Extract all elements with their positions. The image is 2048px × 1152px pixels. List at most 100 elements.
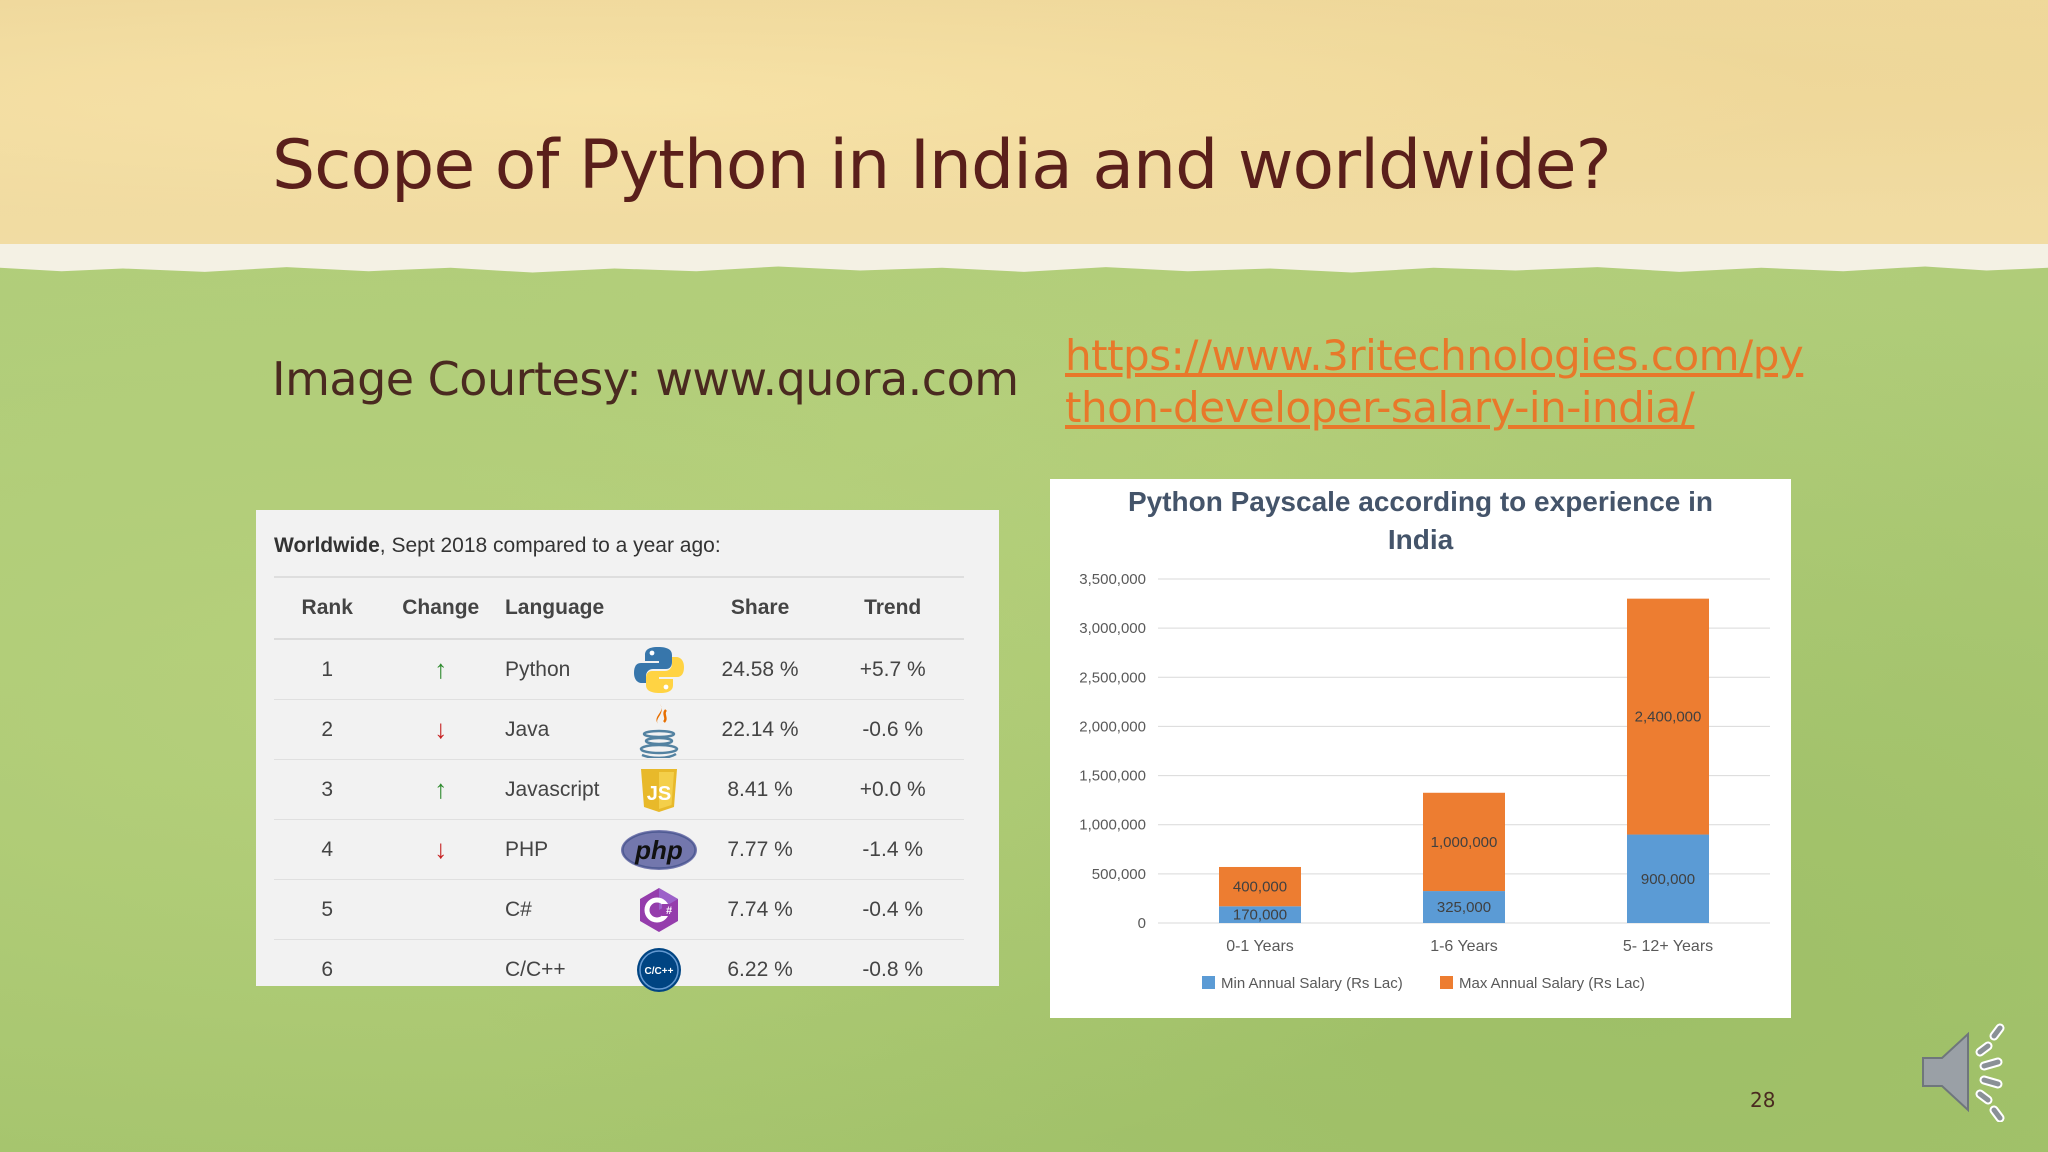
change-cell: ↓ [380, 819, 501, 880]
caption-divider [274, 576, 964, 578]
header-share: Share [698, 578, 822, 640]
y-tick-label: 1,000,000 [1079, 817, 1146, 834]
y-tick-label: 0 [1138, 915, 1146, 932]
cpp-logo-text: C/C++ [644, 966, 673, 977]
chart-title-line1: Python Payscale according to experience … [1127, 486, 1714, 517]
caption-rest: , Sept 2018 compared to a year ago: [379, 534, 721, 557]
logo-cell: JS [618, 759, 699, 820]
rank-cell: 2 [274, 699, 381, 760]
bar-segment [1219, 866, 1301, 907]
change-cell [380, 940, 501, 1000]
java-logo-icon [639, 703, 678, 758]
data-label: 900,000 [1641, 871, 1695, 888]
legend-swatch [1440, 976, 1453, 989]
language-cell: Python [500, 639, 619, 700]
logo-cell: # [618, 879, 699, 940]
change-cell [380, 879, 501, 940]
language-cell: C# [500, 879, 619, 940]
table-row: 2 ↓ Java 22.14 % -0.6 % [274, 699, 964, 760]
change-cell: ↑ [380, 759, 501, 820]
chart-title: Python Payscale according to experience … [1050, 479, 1791, 559]
language-ranking-card: Worldwide, Sept 2018 compared to a year … [256, 510, 999, 992]
share-cell: 22.14 % [698, 699, 822, 760]
salary-link[interactable]: https://www.3ritechnologies.com/py thon-… [1065, 330, 1804, 434]
logo-cell: C/C++ [618, 940, 698, 1000]
y-tick-label: 3,000,000 [1079, 620, 1146, 637]
legend-label: Min Annual Salary (Rs Lac) [1221, 975, 1403, 992]
data-label: 2,400,000 [1635, 709, 1702, 726]
rank-cell: 3 [274, 759, 381, 820]
speaker-icon[interactable] [1918, 1022, 2018, 1122]
table-caption: Worldwide, Sept 2018 compared to a year … [274, 534, 721, 558]
logo-cell [618, 699, 699, 760]
php-logo-icon: php [620, 829, 697, 870]
y-tick-label: 2,000,000 [1079, 718, 1146, 735]
arrow-down-icon: ↓ [434, 834, 448, 864]
y-tick-label: 3,500,000 [1079, 571, 1146, 588]
bar-segment [1627, 834, 1709, 923]
data-label: 1,000,000 [1431, 834, 1498, 851]
legend-swatch [1202, 976, 1215, 989]
change-cell: ↑ [380, 639, 501, 700]
trend-cell: +5.7 % [821, 639, 964, 700]
slide-number: 28 [1750, 1088, 1776, 1112]
rank-cell: 5 [274, 879, 381, 940]
arrow-down-icon: ↓ [434, 714, 448, 744]
trend-cell: -0.4 % [821, 879, 964, 940]
cpp-logo-icon: C/C++ [636, 947, 681, 992]
arrow-up-icon: ↑ [434, 774, 448, 804]
share-cell: 24.58 % [698, 639, 822, 700]
salary-link-line1[interactable]: https://www.3ritechnologies.com/py [1065, 331, 1804, 380]
rank-cell: 1 [274, 639, 381, 700]
payscale-chart: 0 500,000 1,000,000 1,500,000 2,000,000 2,500… [1079, 571, 1770, 992]
bar-segment [1423, 891, 1505, 923]
header-band [0, 0, 2048, 248]
language-cell: Java [500, 699, 619, 760]
csharp-logo-icon: # [639, 887, 678, 932]
image-courtesy: Image Courtesy: www.quora.com [272, 352, 1019, 406]
data-label: 400,000 [1233, 879, 1287, 896]
logo-cell [618, 639, 699, 700]
torn-paper-edge [0, 244, 2048, 273]
javascript-logo-icon: JS [640, 768, 677, 812]
y-tick-label: 500,000 [1092, 866, 1146, 883]
language-cell: C/C++ [504, 957, 566, 981]
trend-cell: -1.4 % [821, 819, 964, 880]
change-cell: ↓ [380, 699, 501, 760]
arrow-up-icon: ↑ [434, 654, 448, 684]
trend-cell: -0.8 % [862, 957, 924, 981]
chart-title-line2: India [1387, 524, 1454, 555]
table-row: 3 ↑ Javascript JS 8.41 % +0.0 % [274, 759, 964, 820]
share-cell: 6.22 % [727, 957, 793, 981]
header-rank: Rank [274, 578, 381, 640]
table-header-row: Rank Change Language Share Trend [274, 578, 964, 640]
salary-link-line2[interactable]: thon-developer-salary-in-india/ [1065, 383, 1695, 432]
data-label: 325,000 [1437, 899, 1491, 916]
slide-title: Scope of Python in India and worldwide? [272, 126, 1612, 205]
x-tick-label: 5- 12+ Years [1623, 938, 1713, 955]
trend-cell: +0.0 % [821, 759, 964, 820]
payscale-chart-card: Python Payscale according to experience … [1050, 479, 1791, 1018]
bar-segment [1219, 906, 1301, 923]
share-cell: 8.41 % [698, 759, 822, 820]
x-tick-label: 1-6 Years [1430, 938, 1498, 955]
rank-cell: 4 [274, 819, 381, 880]
header-trend: Trend [821, 578, 964, 640]
share-cell: 7.77 % [698, 819, 822, 880]
js-logo-text: JS [646, 783, 670, 805]
csharp-sharp-sign: # [666, 905, 672, 917]
legend-label: Max Annual Salary (Rs Lac) [1459, 975, 1645, 992]
python-logo-icon [633, 646, 684, 693]
header-change: Change [380, 578, 501, 640]
y-tick-label: 2,500,000 [1079, 669, 1146, 686]
language-cell: Javascript [500, 759, 619, 820]
language-table: Rank Change Language Share Trend 1 ↑ Pyt… [274, 578, 964, 999]
table-row: 5 C# # 7.74 % -0.4 % [274, 879, 964, 940]
caption-bold: Worldwide [274, 534, 380, 557]
share-cell: 7.74 % [698, 879, 822, 940]
table-row: 4 ↓ PHP php 7.77 % -1.4 % [274, 819, 964, 880]
data-label: 170,000 [1233, 907, 1287, 924]
rank-cell: 6 [321, 957, 334, 981]
bar-segment [1627, 598, 1709, 835]
language-cell: PHP [500, 819, 619, 880]
